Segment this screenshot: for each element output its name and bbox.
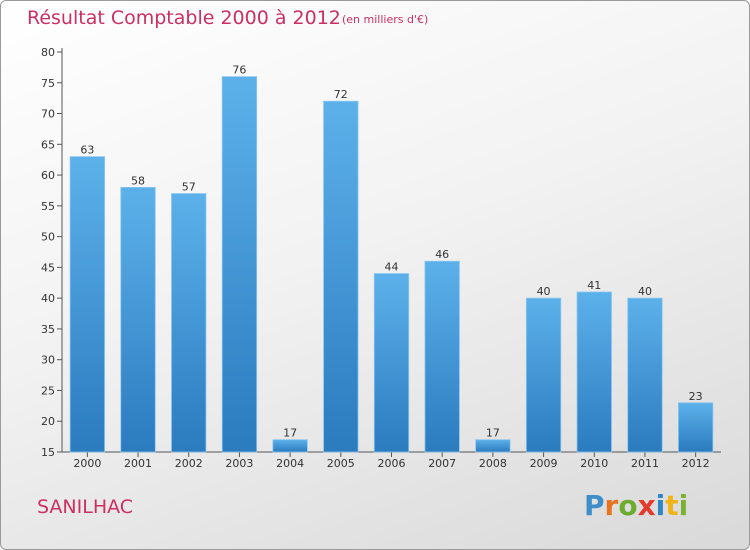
logo-letter: r xyxy=(604,489,619,522)
bar-2011 xyxy=(627,297,663,453)
value-label: 46 xyxy=(435,248,449,261)
y-tick-label: 55 xyxy=(41,200,55,213)
value-label: 76 xyxy=(232,64,246,77)
y-tick-label: 45 xyxy=(41,261,55,274)
value-label: 23 xyxy=(689,390,703,403)
y-tick-label: 50 xyxy=(41,231,55,244)
x-tick-label: 2001 xyxy=(124,457,152,470)
x-tick-label: 2007 xyxy=(428,457,456,470)
x-tick-label: 2005 xyxy=(327,457,355,470)
value-label: 57 xyxy=(182,181,196,194)
bar-2009 xyxy=(525,297,562,453)
logo-letter: P xyxy=(584,489,605,522)
y-tick-label: 25 xyxy=(41,384,55,397)
x-tick-label: 2006 xyxy=(378,457,406,470)
bar-2000 xyxy=(69,156,105,453)
value-label: 63 xyxy=(80,144,94,157)
bar-2002 xyxy=(171,193,207,453)
x-tick-label: 2004 xyxy=(276,457,304,470)
x-tick-label: 2009 xyxy=(530,457,558,470)
bar-2006 xyxy=(373,273,410,453)
value-label: 44 xyxy=(385,261,399,274)
bar-2008 xyxy=(475,439,511,453)
logo-letter: i xyxy=(678,489,689,522)
y-tick-label: 80 xyxy=(41,46,55,59)
y-tick-label: 70 xyxy=(41,108,55,121)
bar-2007 xyxy=(424,260,460,453)
y-tick-label: 35 xyxy=(41,323,55,336)
value-label: 72 xyxy=(334,88,348,101)
bar-2005 xyxy=(323,100,359,453)
value-label: 40 xyxy=(638,285,652,298)
y-tick-label: 75 xyxy=(41,77,55,90)
logo-letter: t xyxy=(665,489,679,522)
x-tick-label: 2012 xyxy=(682,457,710,470)
commune-name: SANILHAC xyxy=(37,496,134,518)
chart-title: Résultat Comptable 2000 à 2012 xyxy=(27,7,341,29)
x-tick-label: 2010 xyxy=(580,457,608,470)
bar-2003 xyxy=(221,76,258,453)
x-tick-label: 2011 xyxy=(631,457,659,470)
y-tick-label: 60 xyxy=(41,169,55,182)
x-tick-label: 2002 xyxy=(175,457,203,470)
x-tick-label: 2000 xyxy=(73,457,101,470)
value-label: 17 xyxy=(283,427,297,440)
bar-2001 xyxy=(120,186,156,453)
chart-subtitle: (en milliers d'€) xyxy=(342,13,429,26)
x-tick-label: 2008 xyxy=(479,457,507,470)
proxiti-logo: Proxiti xyxy=(584,489,688,522)
y-tick-label: 65 xyxy=(41,138,55,151)
value-label: 41 xyxy=(587,279,601,292)
y-tick-label: 20 xyxy=(41,415,55,428)
bar-2012 xyxy=(678,402,714,453)
bar-2010 xyxy=(576,291,612,453)
x-tick-label: 2003 xyxy=(225,457,253,470)
y-tick-label: 15 xyxy=(41,446,55,459)
logo-letter: i xyxy=(655,489,666,522)
bar-2004 xyxy=(272,439,308,453)
y-tick-label: 30 xyxy=(41,354,55,367)
value-label: 17 xyxy=(486,427,500,440)
logo-letter: x xyxy=(637,489,656,522)
value-label: 58 xyxy=(131,174,145,187)
logo-letter: o xyxy=(618,489,638,522)
y-tick-label: 40 xyxy=(41,292,55,305)
value-label: 40 xyxy=(537,285,551,298)
